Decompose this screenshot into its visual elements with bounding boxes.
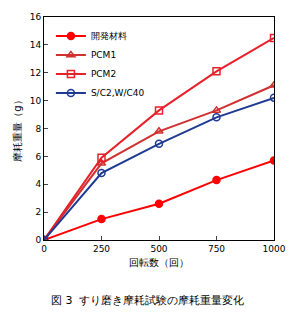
svg-text:750: 750 — [208, 244, 225, 254]
svg-text:0: 0 — [35, 235, 41, 245]
svg-text:2: 2 — [35, 207, 41, 217]
svg-text:S/C2,W/C40: S/C2,W/C40 — [91, 88, 145, 98]
svg-text:16: 16 — [30, 12, 42, 22]
svg-text:10: 10 — [30, 96, 42, 106]
svg-text:PCM2: PCM2 — [91, 69, 116, 79]
svg-text:図 3 すり磨き摩耗試験の摩耗重量変化: 図 3 すり磨き摩耗試験の摩耗重量変化 — [51, 294, 245, 307]
svg-text:6: 6 — [35, 152, 41, 162]
svg-text:1000: 1000 — [263, 244, 286, 254]
svg-text:250: 250 — [93, 244, 110, 254]
svg-text:PCM1: PCM1 — [91, 50, 116, 60]
svg-text:14: 14 — [30, 40, 42, 50]
svg-text:回転数（回）: 回転数（回） — [129, 257, 189, 268]
svg-text:12: 12 — [30, 68, 41, 78]
svg-text:0: 0 — [41, 244, 47, 254]
svg-text:摩耗重量（g）: 摩耗重量（g） — [12, 95, 23, 161]
svg-text:8: 8 — [35, 124, 41, 134]
svg-text:4: 4 — [35, 179, 41, 189]
svg-text:開発材料: 開発材料 — [91, 31, 127, 41]
svg-text:500: 500 — [150, 244, 167, 254]
